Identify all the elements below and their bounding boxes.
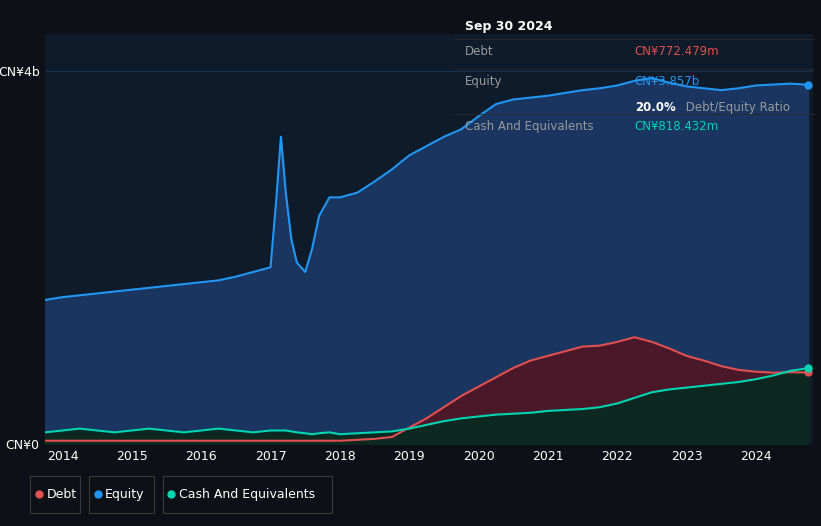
FancyBboxPatch shape [163,476,332,513]
Text: Debt: Debt [47,488,76,501]
Text: CN¥818.432m: CN¥818.432m [635,120,719,133]
Text: 20.0%: 20.0% [635,101,676,114]
Text: CN¥3.857b: CN¥3.857b [635,75,699,88]
Text: Cash And Equivalents: Cash And Equivalents [465,120,594,133]
FancyBboxPatch shape [30,476,80,513]
Text: Debt/Equity Ratio: Debt/Equity Ratio [681,101,790,114]
FancyBboxPatch shape [89,476,154,513]
Text: Equity: Equity [105,488,144,501]
Text: Sep 30 2024: Sep 30 2024 [465,19,553,33]
Text: CN¥772.479m: CN¥772.479m [635,45,719,58]
Text: Cash And Equivalents: Cash And Equivalents [179,488,314,501]
Text: Debt: Debt [465,45,493,58]
Text: Equity: Equity [465,75,502,88]
